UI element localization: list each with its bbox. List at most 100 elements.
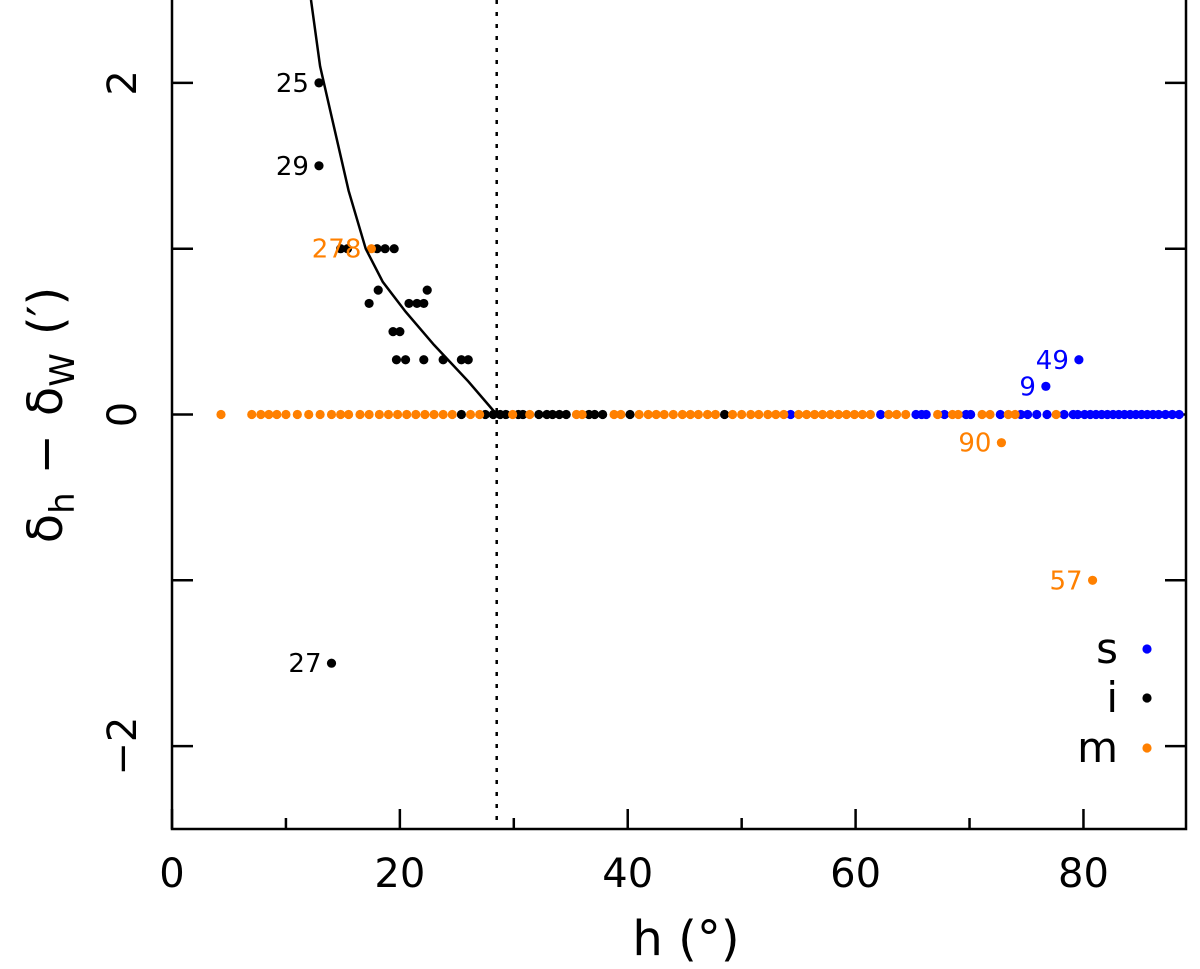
svg-text:δh−δW(′): δh−δW(′) [18,287,83,544]
data-point-m [996,438,1007,448]
y-title-minus: − [18,434,74,474]
data-point-s [1073,409,1083,420]
data-point-m [710,409,721,420]
x-axis-title: h (°) [632,911,739,967]
data-point-i [518,409,528,420]
data-point-m [985,409,995,420]
data-point-m [953,409,963,420]
data-point-i [395,327,405,337]
data-point-m [857,409,868,420]
data-point-m [977,409,987,420]
data-point-s [1160,409,1171,420]
data-point-i [419,298,429,309]
data-point-m [343,409,354,420]
data-point-i [547,409,558,420]
data-point-s [966,409,976,420]
data-point-m [577,409,587,420]
data-point-i [719,409,730,420]
y-title-sub-h: h [43,492,83,514]
data-point-m [737,409,747,420]
data-point-m [809,409,820,420]
data-point-m [383,409,394,420]
data-point-i [456,409,466,420]
data-point-s [995,409,1005,420]
data-point-i [389,244,399,254]
data-point-m [668,409,678,420]
data-point-i [314,78,324,88]
data-point-m [336,409,346,420]
data-point-m [817,409,828,420]
y-tick-label: −2 [100,717,146,776]
data-point-m [508,409,518,420]
axes: 0 20 40 60 80 −2 0 2 [100,0,1188,897]
data-point-m [272,409,282,420]
data-point-i [336,244,346,254]
data-point-m [475,409,485,420]
data-point-m [1010,409,1020,420]
data-point-m [247,409,257,420]
data-point-m [841,409,852,420]
data-point-i [314,161,324,171]
data-point-m [727,409,738,420]
y-title-delta: δ [18,514,74,543]
data-point-m [685,409,695,420]
data-point-i [400,355,411,365]
data-point-m [746,409,756,420]
x-tick-label: 80 [1058,851,1109,897]
y-title-sub-w: W [43,353,83,387]
fit-curve [309,0,498,416]
data-point-m [802,409,812,420]
data-point-m [525,409,535,420]
point-annotation: 57 [1049,566,1082,596]
data-point-m [411,409,421,420]
data-point-s [939,409,950,420]
data-point-m [438,409,448,420]
data-point-m [634,409,644,420]
data-point-s [1154,409,1164,420]
data-point-m [763,409,773,420]
data-point-i [456,355,466,365]
data-point-s [876,409,886,420]
data-point-m [256,409,266,420]
data-point-m [292,409,302,420]
data-point-m [429,409,439,420]
data-point-m [392,409,403,420]
data-point-m [1051,409,1061,420]
data-point-i [404,298,414,309]
data-point-s [1074,355,1084,365]
data-point-m [355,409,365,420]
data-point-i [463,355,473,365]
data-point-m [849,409,860,420]
y-tick-label: 0 [100,402,146,427]
data-marks [216,0,1184,829]
data-point-m [677,409,688,420]
data-point-m [402,409,412,420]
data-point-m [825,409,836,420]
x-tick-label: 20 [374,851,425,897]
data-point-m [779,409,789,420]
data-point-s [786,409,796,420]
data-point-i [364,298,374,309]
data-point-m [304,409,314,420]
data-point-m [264,409,274,420]
point-annotation: 25 [276,69,309,99]
point-annotation: 27 [288,649,321,679]
data-point-m [366,244,376,254]
legend-marker [1142,693,1152,703]
data-point-m [933,409,943,420]
data-point-s [921,409,931,420]
data-point-m [754,409,764,420]
data-point-s [1174,409,1184,420]
data-point-i [625,409,635,420]
data-point-i [598,409,608,420]
point-annotation: 29 [276,152,309,182]
data-point-m [315,409,325,420]
data-point-i [391,355,402,365]
data-point-m [833,409,844,420]
data-point-i [501,409,511,420]
x-tick-label: 0 [159,851,184,897]
data-point-i [561,409,571,420]
legend-label: m [1077,723,1118,772]
data-point-m [693,409,703,420]
